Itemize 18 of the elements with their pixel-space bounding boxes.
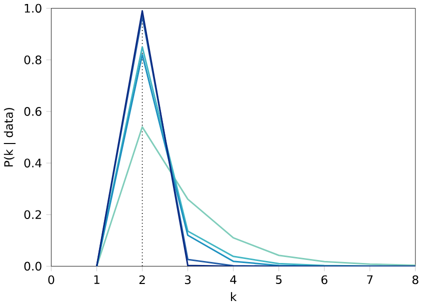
y-tick-label: 1.0 [24,4,42,13]
x-tick-label: 7 [367,275,373,284]
x-axis-title: k [231,292,237,302]
x-tick-label: 4 [230,275,236,284]
x-tick-label: 1 [94,275,100,284]
y-tick-label: 0.0 [24,262,42,271]
x-tick-label: 5 [276,275,282,284]
y-axis-title: P(k | data) [4,108,16,166]
y-tick-label: 0.8 [24,55,42,64]
x-tick-label: 6 [321,275,328,284]
line-series [96,126,416,266]
y-tick-label: 0.6 [24,107,42,116]
x-tick-label: 3 [184,275,191,284]
x-tick-label: 8 [412,275,418,284]
x-tick-label: 2 [139,275,145,284]
x-tick-label: 0 [48,275,54,284]
y-tick-label: 0.4 [24,158,42,168]
y-tick-label: 0.2 [24,210,41,220]
